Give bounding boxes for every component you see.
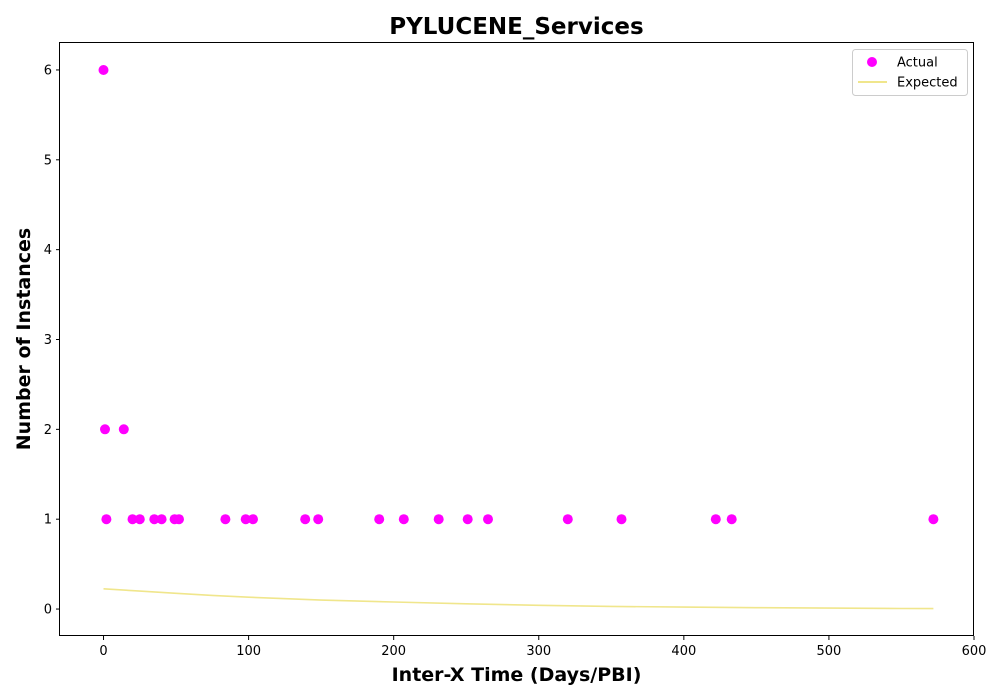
actual-point-25: [928, 514, 939, 525]
actual-point-2: [100, 424, 110, 435]
actual-point-8: [156, 514, 167, 525]
y-tick-label-5: 5: [44, 153, 52, 168]
actual-point-21: [562, 514, 573, 525]
actual-point-24: [726, 514, 737, 525]
legend: Actual Expected: [852, 49, 968, 96]
y-tick-label-4: 4: [44, 243, 52, 258]
y-tick-label-1: 1: [44, 513, 52, 528]
x-tick-label-600: 600: [962, 644, 987, 659]
actual-point-6: [134, 514, 145, 525]
actual-point-5: [127, 514, 138, 525]
actual-point-11: [220, 514, 231, 525]
chart-title: PYLUCENE_Services: [389, 14, 643, 40]
actual-point-3: [101, 514, 112, 525]
actual-point-18: [433, 514, 444, 525]
x-tick-label-200: 200: [381, 644, 406, 659]
actual-point-13: [248, 514, 258, 525]
actual-point-20: [483, 514, 493, 525]
actual-point-16: [374, 514, 385, 525]
y-tick-label-2: 2: [44, 423, 52, 438]
y-tick-label-0: 0: [44, 603, 52, 618]
legend-actual-marker: [867, 57, 877, 67]
actual-point-10: [174, 514, 184, 525]
expected-line: [103, 588, 934, 610]
actual-point-17: [398, 514, 409, 525]
actual-point-22: [616, 514, 627, 525]
actual-point-23: [710, 514, 721, 525]
legend-actual-label: Actual: [897, 56, 938, 71]
actual-point-7: [149, 514, 160, 525]
actual-point-4: [118, 424, 129, 435]
x-tick-label-0: 0: [99, 644, 107, 659]
x-tick-label-300: 300: [526, 644, 551, 659]
legend-expected-label: Expected: [897, 76, 958, 91]
y-tick-label-6: 6: [44, 63, 52, 78]
y-tick-label-3: 3: [44, 333, 52, 348]
x-tick-label-100: 100: [236, 644, 261, 659]
y-axis-label: Number of Instances: [13, 228, 35, 450]
actual-point-15: [313, 514, 324, 525]
plot-frame: [59, 42, 974, 636]
x-tick-label-500: 500: [817, 644, 842, 659]
actual-point-12: [240, 514, 251, 525]
actual-point-19: [462, 514, 473, 525]
x-axis-label: Inter-X Time (Days/PBI): [392, 664, 642, 686]
x-tick-label-400: 400: [671, 644, 696, 659]
actual-point-1: [98, 65, 109, 75]
actual-point-14: [300, 514, 311, 525]
